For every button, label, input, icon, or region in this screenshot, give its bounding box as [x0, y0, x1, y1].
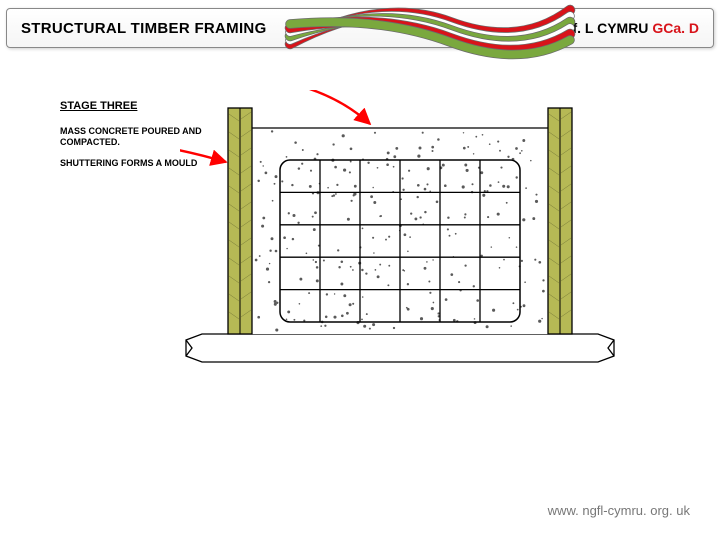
page-title: STRUCTURAL TIMBER FRAMING	[21, 20, 267, 37]
brand-text-2: GCa. D	[652, 20, 699, 36]
brand-text-1: NGf. L CYMRU	[551, 20, 652, 36]
diagram-area: STAGE THREE MASS CONCRETE POURED AND COM…	[0, 80, 720, 460]
brand-mark: NGf. L CYMRU GCa. D	[551, 20, 699, 36]
header: STRUCTURAL TIMBER FRAMING NGf. L CYMRU G…	[6, 8, 714, 48]
foundation-figure	[180, 90, 620, 390]
footer-url: www. ngfl-cymru. org. uk	[548, 503, 690, 518]
